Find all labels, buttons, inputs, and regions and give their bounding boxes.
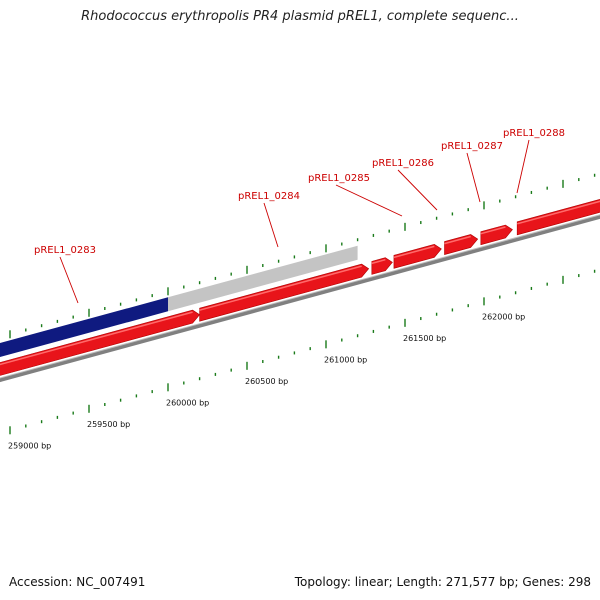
lower-scale-track: 259000 bp 259500 bp 260000 bp 260500 bp 2610… <box>8 269 596 450</box>
accession-text: Accession: NC_007491 <box>9 575 146 589</box>
gene-label: pREL1_0285 <box>308 173 370 184</box>
gene-arrow-pREL1_0283 <box>0 309 201 376</box>
sequence-baseline <box>0 214 600 383</box>
gene-label-leader <box>59 256 79 304</box>
map-title: Rhodococcus erythropolis PR4 plasmid pRE… <box>81 9 519 24</box>
gene-label: pREL1_0287 <box>441 141 503 152</box>
gene-label: pREL1_0283 <box>34 245 96 256</box>
gene-highlight <box>393 245 435 259</box>
scale-label: 259000 bp <box>8 441 51 450</box>
gene-highlight <box>480 226 506 235</box>
scale-label: 260500 bp <box>245 377 288 386</box>
gene-highlight <box>371 258 386 265</box>
scale-label: 261000 bp <box>324 355 367 364</box>
scale-label: 262000 bp <box>482 312 525 321</box>
scale-label: 261500 bp <box>403 334 446 343</box>
gene-track <box>0 198 600 376</box>
scale-label: 259500 bp <box>87 420 130 429</box>
gene-label-leader <box>466 152 481 203</box>
baseline-line <box>0 214 600 383</box>
region-track <box>0 245 358 358</box>
gene-label-leader <box>397 169 438 211</box>
gene-arrow-pREL1_0284 <box>199 263 370 322</box>
gene-arrow-pREL1_0288 <box>480 224 513 246</box>
gene-label: pREL1_0286 <box>372 158 434 169</box>
baseline-highlight <box>0 214 600 379</box>
gene-label-leader <box>263 202 279 248</box>
gene-label: pREL1_0284 <box>238 191 300 202</box>
gene-arrow-unnamed-6 <box>516 198 600 236</box>
region-selected <box>0 297 168 358</box>
upper-tick-track <box>9 173 596 339</box>
gene-label-leader <box>516 139 530 194</box>
gene-label-leader <box>335 184 403 217</box>
scale-label: 260000 bp <box>166 398 209 407</box>
summary-text: Topology: linear; Length: 271,577 bp; Ge… <box>294 575 591 589</box>
gene-label-layer: pREL1_0283 pREL1_0284 pREL1_0285pREL1_0286… <box>34 128 565 304</box>
gene-highlight <box>0 311 193 366</box>
gene-highlight <box>516 200 600 225</box>
region-unselected <box>168 245 358 312</box>
gene-arrow-pREL1_0286 <box>393 244 442 269</box>
gene-highlight <box>444 235 471 245</box>
gene-label: pREL1_0288 <box>503 128 565 139</box>
gene-highlight <box>199 265 362 311</box>
gene-arrow-pREL1_0287 <box>444 234 479 255</box>
